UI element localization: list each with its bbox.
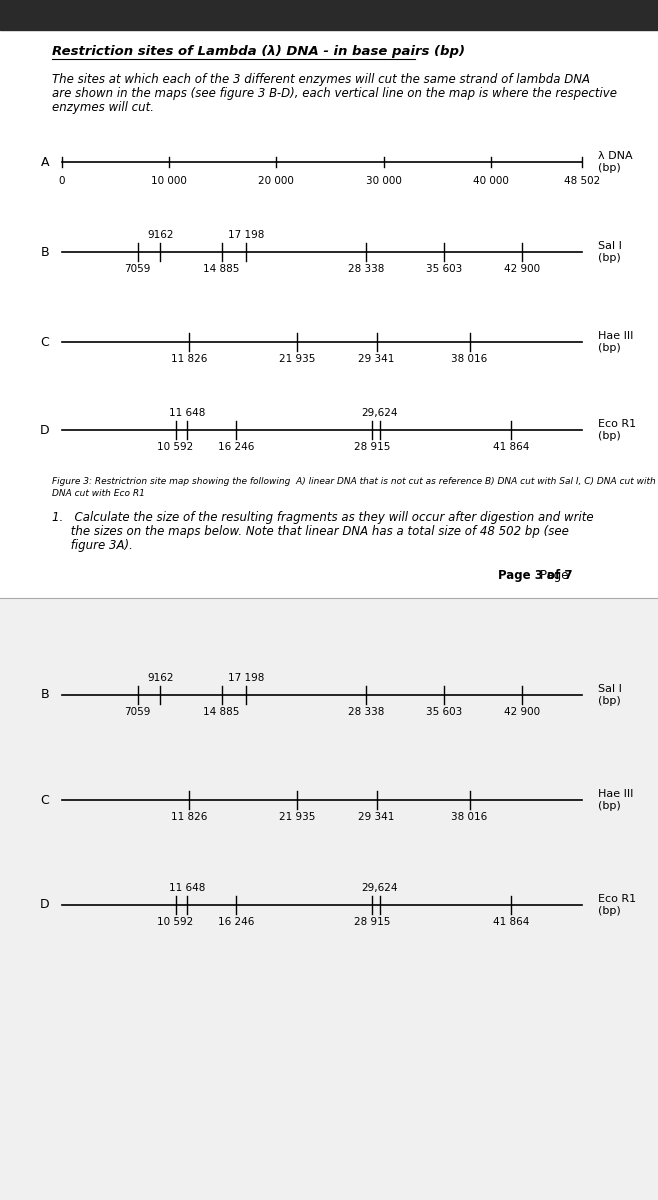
Text: λ DNA: λ DNA — [598, 151, 632, 161]
Text: the sizes on the maps below. Note that linear DNA has a total size of 48 502 bp : the sizes on the maps below. Note that l… — [52, 524, 569, 538]
Text: (bp): (bp) — [598, 253, 620, 263]
Text: 17 198: 17 198 — [228, 673, 265, 683]
Text: 9162: 9162 — [147, 230, 174, 240]
Text: 11 648: 11 648 — [168, 883, 205, 893]
Text: 10 000: 10 000 — [151, 176, 187, 186]
Text: 11 648: 11 648 — [168, 408, 205, 418]
Text: 42 900: 42 900 — [504, 707, 540, 716]
Text: 1.   Calculate the size of the resulting fragments as they will occur after dige: 1. Calculate the size of the resulting f… — [52, 510, 594, 523]
Text: DNA cut with Eco R1: DNA cut with Eco R1 — [52, 488, 145, 498]
Text: 42 900: 42 900 — [504, 264, 540, 274]
Text: 41 864: 41 864 — [493, 442, 529, 452]
Text: 14 885: 14 885 — [203, 264, 240, 274]
Text: 28 338: 28 338 — [347, 264, 384, 274]
Text: Page: Page — [540, 569, 572, 582]
Text: 38 016: 38 016 — [451, 812, 488, 822]
Text: 40 000: 40 000 — [473, 176, 509, 186]
Text: A: A — [41, 156, 49, 168]
Text: 21 935: 21 935 — [279, 812, 315, 822]
Text: 29,624: 29,624 — [361, 883, 398, 893]
Bar — [0, 0, 658, 30]
Text: 48 502: 48 502 — [564, 176, 600, 186]
Text: 9162: 9162 — [147, 673, 174, 683]
Text: 38 016: 38 016 — [451, 354, 488, 364]
Text: (bp): (bp) — [598, 906, 620, 916]
Text: 41 864: 41 864 — [493, 917, 529, 926]
Text: 0: 0 — [59, 176, 65, 186]
Text: D: D — [40, 899, 50, 912]
Text: Sal I: Sal I — [598, 241, 622, 251]
Text: 10 592: 10 592 — [157, 442, 193, 452]
Text: (bp): (bp) — [598, 802, 620, 811]
Text: C: C — [41, 336, 49, 348]
Text: figure 3A).: figure 3A). — [52, 539, 133, 552]
Text: 7059: 7059 — [124, 707, 151, 716]
Text: Figure 3: Restrictrion site map showing the following  A) linear DNA that is not: Figure 3: Restrictrion site map showing … — [52, 478, 658, 486]
Text: Hae III: Hae III — [598, 331, 634, 341]
Text: 29,624: 29,624 — [361, 408, 398, 418]
Text: 14 885: 14 885 — [203, 707, 240, 716]
Text: 10 592: 10 592 — [157, 917, 193, 926]
Text: D: D — [40, 424, 50, 437]
Text: 16 246: 16 246 — [218, 917, 255, 926]
Text: C: C — [41, 793, 49, 806]
Text: 17 198: 17 198 — [228, 230, 265, 240]
Text: The sites at which each of the 3 different enzymes will cut the same strand of l: The sites at which each of the 3 differe… — [52, 73, 590, 86]
Text: 29 341: 29 341 — [359, 812, 395, 822]
Text: 21 935: 21 935 — [279, 354, 315, 364]
Text: 20 000: 20 000 — [259, 176, 294, 186]
Text: 35 603: 35 603 — [426, 707, 462, 716]
Text: 16 246: 16 246 — [218, 442, 255, 452]
Text: 28 915: 28 915 — [354, 442, 390, 452]
Text: (bp): (bp) — [598, 696, 620, 706]
Text: enzymes will cut.: enzymes will cut. — [52, 102, 154, 114]
Text: Eco R1: Eco R1 — [598, 894, 636, 904]
Text: B: B — [41, 246, 49, 258]
Text: Restriction sites of Lambda (λ) DNA - in base pairs (bp): Restriction sites of Lambda (λ) DNA - in… — [52, 46, 465, 59]
Text: 28 915: 28 915 — [354, 917, 390, 926]
Text: (bp): (bp) — [598, 343, 620, 353]
Text: Sal I: Sal I — [598, 684, 622, 694]
Text: 35 603: 35 603 — [426, 264, 462, 274]
Text: 11 826: 11 826 — [170, 354, 207, 364]
Bar — [0, 598, 658, 1200]
Text: 28 338: 28 338 — [347, 707, 384, 716]
Text: 30 000: 30 000 — [366, 176, 401, 186]
Text: Eco R1: Eco R1 — [598, 419, 636, 428]
Text: 11 826: 11 826 — [170, 812, 207, 822]
Text: (bp): (bp) — [598, 431, 620, 440]
Text: Page 3 of 7: Page 3 of 7 — [497, 569, 572, 582]
Text: 29 341: 29 341 — [359, 354, 395, 364]
Text: B: B — [41, 689, 49, 702]
Text: are shown in the maps (see figure 3 B-D), each vertical line on the map is where: are shown in the maps (see figure 3 B-D)… — [52, 88, 617, 101]
Text: (bp): (bp) — [598, 163, 620, 173]
Text: 7059: 7059 — [124, 264, 151, 274]
Text: Hae III: Hae III — [598, 790, 634, 799]
